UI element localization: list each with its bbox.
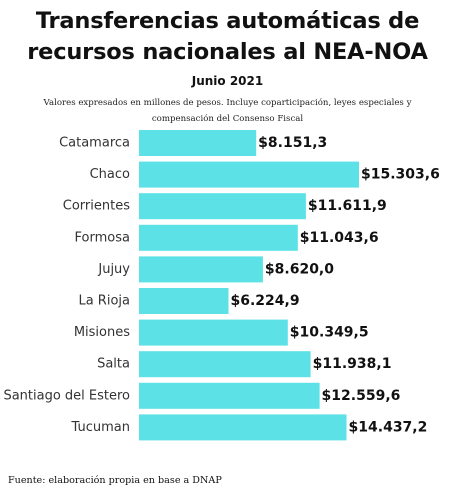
chart-title: Transferencias automáticas de recursos n… xyxy=(0,6,455,68)
bar-misiones xyxy=(139,319,288,346)
category-label-formosa: Formosa xyxy=(75,230,130,245)
category-label-corrientes: Corrientes xyxy=(63,199,130,214)
chart-note-line-2: compensación del Consenso Fiscal xyxy=(151,114,304,124)
category-label-misiones: Misiones xyxy=(74,325,130,340)
chart-title-line-2: recursos nacionales al NEA-NOA xyxy=(27,39,428,65)
value-label-catamarca: $8.151,3 xyxy=(258,135,327,151)
category-label-chaco: Chaco xyxy=(90,167,130,182)
bar-chaco xyxy=(139,161,359,188)
bar-chart: Catamarca $8.151,3 Chaco $15.303,6 Corriente… xyxy=(3,130,440,441)
category-label-salta: Salta xyxy=(97,357,130,372)
value-label-jujuy: $8.620,0 xyxy=(265,261,334,277)
value-label-santiago-del-estero: $12.559,6 xyxy=(322,388,401,404)
source-note: Fuente: elaboración propia en base a DNA… xyxy=(8,475,222,486)
bar-formosa xyxy=(139,224,298,251)
value-label-la-rioja: $6.224,9 xyxy=(230,293,299,309)
category-label-jujuy: Jujuy xyxy=(97,262,130,277)
chart-title-line-1: Transferencias automáticas de xyxy=(35,8,420,34)
value-label-tucuman: $14.437,2 xyxy=(349,419,428,435)
category-label-tucuman: Tucuman xyxy=(71,420,130,435)
chart-subtitle: Junio 2021 xyxy=(191,74,264,88)
category-label-la-rioja: La Rioja xyxy=(78,294,130,309)
bar-catamarca xyxy=(139,130,257,156)
chart-note: Valores expresados en millones de pesos.… xyxy=(20,95,435,127)
bar-salta xyxy=(139,351,311,378)
bar-santiago-del-estero xyxy=(139,382,320,409)
bar-jujuy xyxy=(139,256,263,283)
bar-la-rioja xyxy=(139,288,229,314)
chart-note-line-1: Valores expresados en millones de pesos.… xyxy=(43,98,412,108)
value-label-salta: $11.938,1 xyxy=(313,356,392,372)
value-label-formosa: $11.043,6 xyxy=(300,230,379,246)
bar-corrientes xyxy=(139,193,306,220)
value-label-misiones: $10.349,5 xyxy=(290,325,369,341)
category-label-santiago-del-estero: Santiago del Estero xyxy=(3,388,130,403)
value-label-corrientes: $11.611,9 xyxy=(308,198,387,214)
category-label-catamarca: Catamarca xyxy=(59,136,130,151)
value-label-chaco: $15.303,6 xyxy=(361,167,440,183)
bar-tucuman xyxy=(139,414,347,441)
